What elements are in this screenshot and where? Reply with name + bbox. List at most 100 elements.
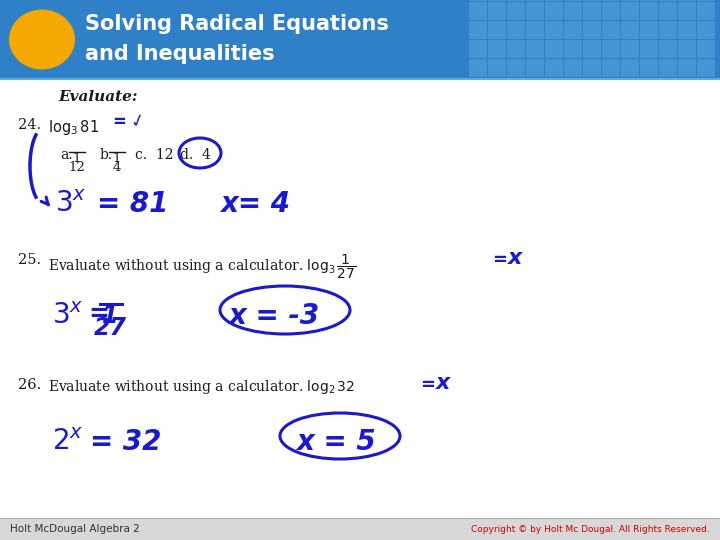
Text: $3^x$: $3^x$ bbox=[55, 190, 86, 218]
FancyBboxPatch shape bbox=[697, 21, 715, 39]
FancyBboxPatch shape bbox=[659, 0, 677, 1]
FancyBboxPatch shape bbox=[564, 59, 582, 77]
Bar bbox=[0, 0, 720, 79]
Text: 4: 4 bbox=[113, 161, 121, 174]
FancyBboxPatch shape bbox=[507, 59, 525, 77]
FancyBboxPatch shape bbox=[583, 40, 601, 58]
Text: 27: 27 bbox=[94, 316, 127, 340]
Text: =: = bbox=[112, 113, 126, 131]
Text: a.: a. bbox=[60, 148, 73, 162]
FancyBboxPatch shape bbox=[621, 40, 639, 58]
FancyBboxPatch shape bbox=[526, 2, 544, 20]
Text: = 32: = 32 bbox=[90, 428, 161, 456]
FancyBboxPatch shape bbox=[640, 40, 658, 58]
FancyBboxPatch shape bbox=[469, 40, 487, 58]
FancyBboxPatch shape bbox=[469, 21, 487, 39]
FancyBboxPatch shape bbox=[545, 59, 563, 77]
Ellipse shape bbox=[9, 10, 75, 70]
FancyBboxPatch shape bbox=[697, 2, 715, 20]
Text: =: = bbox=[492, 251, 507, 269]
FancyBboxPatch shape bbox=[526, 40, 544, 58]
Text: Solving Radical Equations: Solving Radical Equations bbox=[85, 14, 389, 34]
Text: =: = bbox=[88, 302, 109, 326]
Text: 24.: 24. bbox=[18, 118, 41, 132]
Text: $\log_3 81$: $\log_3 81$ bbox=[48, 118, 99, 137]
FancyBboxPatch shape bbox=[659, 21, 677, 39]
Bar bbox=[0, 79, 720, 522]
FancyBboxPatch shape bbox=[526, 0, 544, 1]
Text: Evaluate without using a calculator. $\log_2 32$: Evaluate without using a calculator. $\l… bbox=[48, 378, 355, 396]
FancyBboxPatch shape bbox=[659, 59, 677, 77]
Text: = 81: = 81 bbox=[97, 190, 168, 218]
FancyBboxPatch shape bbox=[526, 59, 544, 77]
FancyBboxPatch shape bbox=[488, 59, 506, 77]
FancyBboxPatch shape bbox=[545, 2, 563, 20]
FancyBboxPatch shape bbox=[640, 0, 658, 1]
Text: 26.: 26. bbox=[18, 378, 41, 392]
Text: =: = bbox=[420, 376, 435, 394]
Text: x: x bbox=[436, 373, 451, 393]
Bar bbox=[0, 518, 720, 540]
FancyBboxPatch shape bbox=[488, 40, 506, 58]
Text: x = 5: x = 5 bbox=[296, 428, 376, 456]
FancyBboxPatch shape bbox=[659, 40, 677, 58]
Text: 1: 1 bbox=[102, 304, 118, 328]
FancyBboxPatch shape bbox=[507, 2, 525, 20]
Text: and Inequalities: and Inequalities bbox=[85, 44, 274, 64]
Text: 1: 1 bbox=[73, 152, 81, 165]
FancyBboxPatch shape bbox=[469, 59, 487, 77]
FancyBboxPatch shape bbox=[640, 2, 658, 20]
FancyBboxPatch shape bbox=[564, 21, 582, 39]
FancyBboxPatch shape bbox=[564, 40, 582, 58]
FancyBboxPatch shape bbox=[602, 40, 620, 58]
FancyBboxPatch shape bbox=[678, 21, 696, 39]
FancyBboxPatch shape bbox=[564, 0, 582, 1]
FancyBboxPatch shape bbox=[678, 40, 696, 58]
Text: x= 4: x= 4 bbox=[220, 190, 290, 218]
FancyBboxPatch shape bbox=[583, 21, 601, 39]
FancyBboxPatch shape bbox=[507, 21, 525, 39]
Text: Evaluate without using a calculator. $\log_3 \dfrac{1}{27}$: Evaluate without using a calculator. $\l… bbox=[48, 253, 356, 281]
FancyBboxPatch shape bbox=[564, 2, 582, 20]
Text: Evaluate:: Evaluate: bbox=[58, 90, 138, 104]
FancyBboxPatch shape bbox=[678, 0, 696, 1]
FancyBboxPatch shape bbox=[602, 59, 620, 77]
FancyBboxPatch shape bbox=[545, 40, 563, 58]
Text: x = -3: x = -3 bbox=[228, 302, 319, 330]
FancyBboxPatch shape bbox=[602, 21, 620, 39]
Text: 25.: 25. bbox=[18, 253, 41, 267]
FancyBboxPatch shape bbox=[583, 0, 601, 1]
FancyBboxPatch shape bbox=[621, 2, 639, 20]
FancyBboxPatch shape bbox=[469, 2, 487, 20]
FancyBboxPatch shape bbox=[583, 2, 601, 20]
FancyBboxPatch shape bbox=[697, 59, 715, 77]
Text: d.  4: d. 4 bbox=[180, 148, 211, 162]
Text: 12: 12 bbox=[68, 161, 86, 174]
FancyBboxPatch shape bbox=[697, 40, 715, 58]
FancyBboxPatch shape bbox=[583, 59, 601, 77]
FancyBboxPatch shape bbox=[545, 21, 563, 39]
Text: Copyright © by Holt Mc Dougal. All Rights Reserved.: Copyright © by Holt Mc Dougal. All Right… bbox=[472, 524, 710, 534]
FancyBboxPatch shape bbox=[507, 0, 525, 1]
FancyBboxPatch shape bbox=[621, 59, 639, 77]
Text: 1: 1 bbox=[113, 152, 121, 165]
FancyBboxPatch shape bbox=[678, 2, 696, 20]
FancyBboxPatch shape bbox=[640, 21, 658, 39]
FancyBboxPatch shape bbox=[602, 2, 620, 20]
FancyBboxPatch shape bbox=[488, 0, 506, 1]
FancyBboxPatch shape bbox=[659, 2, 677, 20]
FancyBboxPatch shape bbox=[507, 40, 525, 58]
FancyBboxPatch shape bbox=[545, 0, 563, 1]
FancyBboxPatch shape bbox=[640, 59, 658, 77]
Text: Holt McDougal Algebra 2: Holt McDougal Algebra 2 bbox=[10, 524, 140, 534]
Text: $2^x$: $2^x$ bbox=[52, 428, 84, 456]
FancyBboxPatch shape bbox=[678, 59, 696, 77]
FancyBboxPatch shape bbox=[526, 21, 544, 39]
Text: c.  12: c. 12 bbox=[135, 148, 174, 162]
Text: ✓: ✓ bbox=[128, 110, 148, 131]
FancyBboxPatch shape bbox=[602, 0, 620, 1]
Text: x: x bbox=[508, 248, 523, 268]
Text: $3^x$: $3^x$ bbox=[52, 302, 84, 330]
FancyBboxPatch shape bbox=[697, 0, 715, 1]
FancyBboxPatch shape bbox=[621, 21, 639, 39]
